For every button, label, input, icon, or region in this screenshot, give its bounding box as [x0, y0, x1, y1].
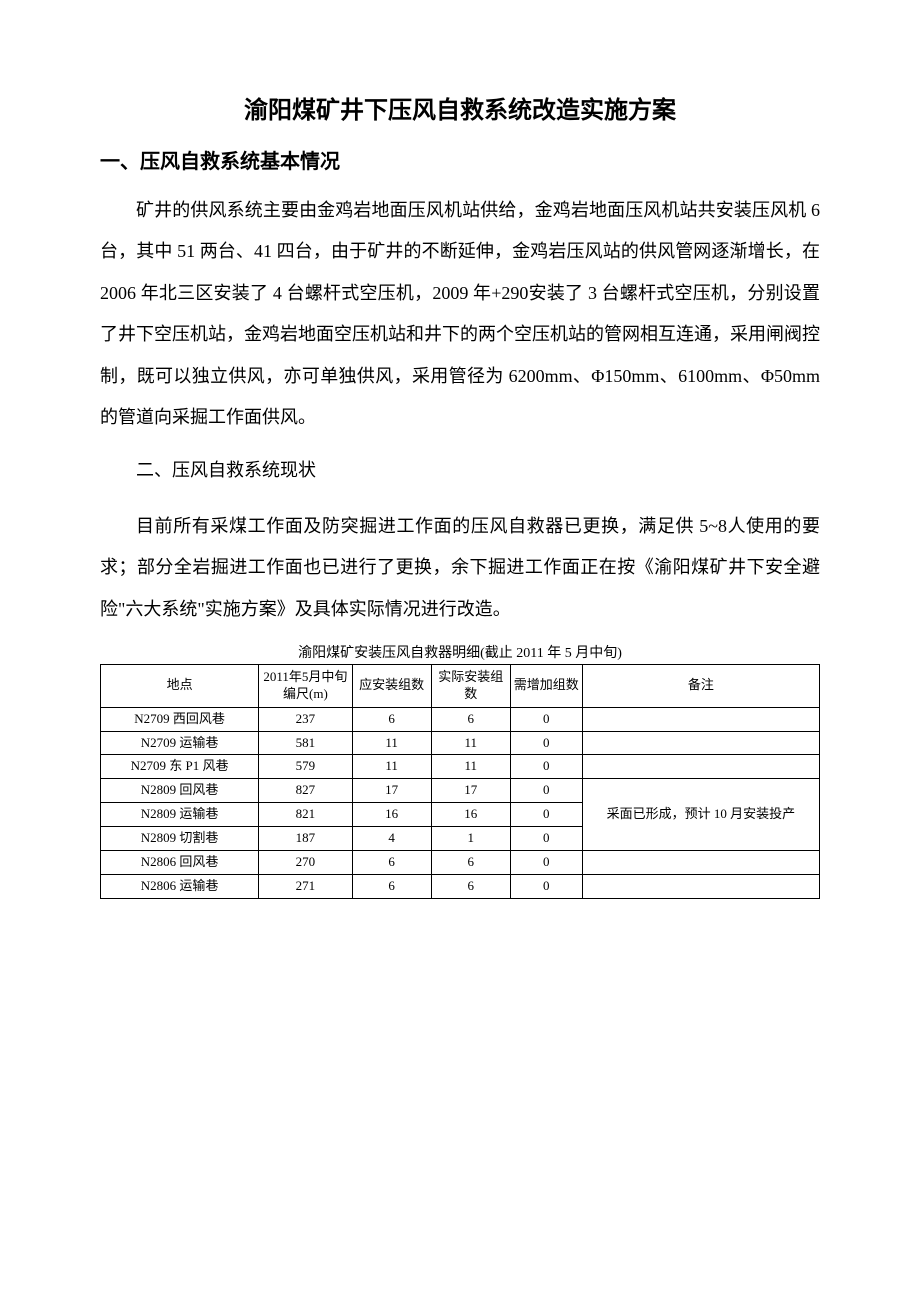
cell-required: 4: [352, 827, 431, 851]
cell-size: 270: [259, 851, 352, 875]
cell-required: 6: [352, 874, 431, 898]
cell-additional: 0: [510, 827, 582, 851]
cell-size: 579: [259, 755, 352, 779]
header-required: 应安装组数: [352, 664, 431, 707]
cell-required: 6: [352, 851, 431, 875]
cell-additional: 0: [510, 803, 582, 827]
cell-additional: 0: [510, 755, 582, 779]
cell-additional: 0: [510, 707, 582, 731]
cell-actual: 16: [431, 803, 510, 827]
cell-required: 11: [352, 731, 431, 755]
cell-actual: 6: [431, 851, 510, 875]
cell-required: 6: [352, 707, 431, 731]
cell-additional: 0: [510, 731, 582, 755]
cell-actual: 6: [431, 707, 510, 731]
cell-size: 581: [259, 731, 352, 755]
cell-size: 187: [259, 827, 352, 851]
header-remark: 备注: [582, 664, 819, 707]
cell-required: 16: [352, 803, 431, 827]
cell-remark: [582, 755, 819, 779]
table-caption: 渝阳煤矿安装压风自救器明细(截止 2011 年 5 月中旬): [100, 642, 820, 662]
table-header-row: 地点 2011年5月中旬编尺(m) 应安装组数 实际安装组数 需增加组数 备注: [101, 664, 820, 707]
cell-location: N2809 运输巷: [101, 803, 259, 827]
table-row: N2806 运输巷 271 6 6 0: [101, 874, 820, 898]
cell-location: N2709 运输巷: [101, 731, 259, 755]
cell-actual: 11: [431, 731, 510, 755]
cell-required: 11: [352, 755, 431, 779]
header-location: 地点: [101, 664, 259, 707]
cell-actual: 1: [431, 827, 510, 851]
cell-location: N2806 运输巷: [101, 874, 259, 898]
table-row: N2806 回风巷 270 6 6 0: [101, 851, 820, 875]
table-row: N2709 东 P1 风巷 579 11 11 0: [101, 755, 820, 779]
document-title: 渝阳煤矿井下压风自救系统改造实施方案: [100, 90, 820, 125]
cell-location: N2809 回风巷: [101, 779, 259, 803]
cell-location: N2809 切割巷: [101, 827, 259, 851]
cell-size: 821: [259, 803, 352, 827]
cell-size: 237: [259, 707, 352, 731]
cell-location: N2709 西回风巷: [101, 707, 259, 731]
table-row: N2709 西回风巷 237 6 6 0: [101, 707, 820, 731]
cell-remark-merged: 采面已形成，预计 10 月安装投产: [582, 779, 819, 851]
cell-location: N2806 回风巷: [101, 851, 259, 875]
detail-table: 地点 2011年5月中旬编尺(m) 应安装组数 实际安装组数 需增加组数 备注 …: [100, 664, 820, 899]
cell-location: N2709 东 P1 风巷: [101, 755, 259, 779]
cell-size: 271: [259, 874, 352, 898]
cell-actual: 6: [431, 874, 510, 898]
header-size: 2011年5月中旬编尺(m): [259, 664, 352, 707]
section-2-paragraph: 目前所有采煤工作面及防突掘进工作面的压风自救器已更换，满足供 5~8人使用的要求…: [100, 506, 820, 630]
cell-additional: 0: [510, 779, 582, 803]
section-2-heading: 二、压风自救系统现状: [100, 450, 820, 491]
cell-remark: [582, 731, 819, 755]
cell-additional: 0: [510, 851, 582, 875]
table-row: N2809 回风巷 827 17 17 0 采面已形成，预计 10 月安装投产: [101, 779, 820, 803]
cell-remark: [582, 707, 819, 731]
section-1-paragraph: 矿井的供风系统主要由金鸡岩地面压风机站供给，金鸡岩地面压风机站共安装压风机 6 …: [100, 190, 820, 438]
header-actual: 实际安装组数: [431, 664, 510, 707]
cell-remark: [582, 874, 819, 898]
cell-actual: 17: [431, 779, 510, 803]
cell-actual: 11: [431, 755, 510, 779]
section-1-heading: 一、压风自救系统基本情况: [100, 145, 820, 174]
cell-remark: [582, 851, 819, 875]
cell-additional: 0: [510, 874, 582, 898]
table-row: N2709 运输巷 581 11 11 0: [101, 731, 820, 755]
cell-size: 827: [259, 779, 352, 803]
cell-required: 17: [352, 779, 431, 803]
header-additional: 需增加组数: [510, 664, 582, 707]
